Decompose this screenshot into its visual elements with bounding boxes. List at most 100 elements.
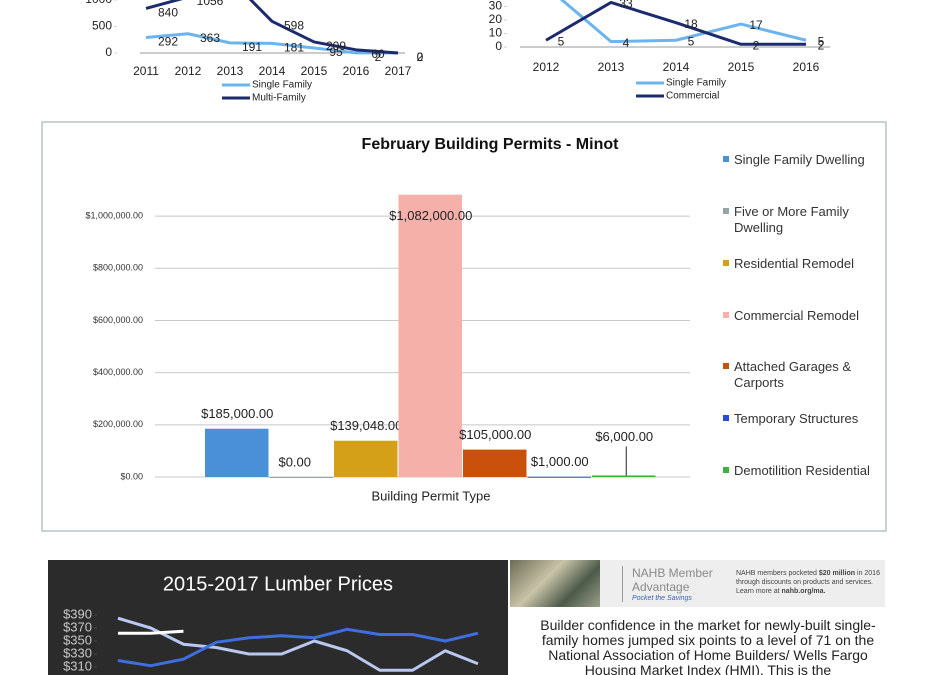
legend-label: Temporary Structures [734,411,859,426]
series-line [545,0,806,46]
x-tick-label: 2013 [217,64,244,78]
data-label: 5 [688,34,695,48]
ad-blurb-bold: nahb.org/ma. [781,588,826,595]
lumber-background [48,560,508,675]
data-label: 2 [375,50,382,64]
legend-swatch [723,415,729,421]
y-tick-label: $0.00 [120,471,143,481]
legend-label: Single Family [252,80,312,91]
x-tick-label: 2015 [301,64,328,78]
y-tick-label: 20 [489,12,503,26]
ad-blurb: NAHB members pocketed $20 million in 201… [736,569,882,596]
ad-photo [510,560,600,607]
y-tick-label: $330 [63,645,92,660]
legend-label: Five or More Family Dwelling [734,204,849,235]
y-tick-label: 0 [495,39,502,53]
x-tick-label: 2016 [793,60,820,74]
data-label: 33 [619,0,633,11]
data-label: 1056 [197,0,224,8]
x-tick-label: 2011 [133,64,159,78]
ad-blurb-bold: $20 million [818,570,856,577]
legend-swatch [723,156,729,162]
y-tick-label: $390 [63,606,92,621]
ad-divider [622,566,623,602]
data-label: 2 [417,50,424,64]
legend-label: Multi-Family [252,93,306,104]
legend-label: Demotilition Residential [734,463,870,478]
y-tick-label: $310 [63,658,92,673]
data-label: $105,000.00 [459,427,531,442]
data-label: 2 [753,38,760,52]
series-line [559,0,807,44]
data-label: 363 [200,31,220,45]
data-label: $0.00 [278,454,311,469]
ad-blurb-text: NAHB members pocketed [736,570,819,577]
data-label: 17 [749,18,763,32]
y-tick-label: $200,000.00 [93,419,143,429]
legend-swatch [723,363,729,369]
series-line [118,629,184,635]
x-tick-label: 2013 [598,60,625,74]
y-tick-label: $400,000.00 [93,367,143,377]
bar [205,428,269,477]
ad-tagline: Pocket the Savings [632,595,692,602]
y-tick-label: 1000 [85,0,112,6]
bar [334,440,398,477]
series-line [145,0,399,55]
data-label: 840 [158,6,178,20]
legend-swatch [723,312,729,318]
x-tick-label: 2016 [343,64,370,78]
legend-swatch [723,208,729,214]
data-label: 209 [326,39,346,53]
series-line [117,627,479,668]
legend-label: Single Family Dwelling [734,152,865,167]
data-label: $1,000.00 [531,454,589,469]
ad-title: NAHB Member Advantage [632,566,713,594]
x-axis-title: Building Permit Type [372,488,491,503]
series-line [145,32,398,55]
legend-label: Single Family [666,78,726,89]
legend-label: Commercial Remodel [734,308,859,323]
series-line [117,616,479,672]
data-label: 5 [818,34,825,48]
legend-swatch [723,467,729,473]
data-label: 2 [818,38,825,52]
y-tick-label: $800,000.00 [93,263,143,273]
ad-blurb-text: in 2016 through discounts on products an… [736,570,880,595]
x-tick-label: 2014 [259,64,286,78]
data-label: 181 [284,41,304,55]
bar [269,477,333,478]
bar [463,449,527,477]
y-tick-label: 500 [92,19,112,33]
bar [398,194,462,478]
x-tick-label: 2017 [385,64,412,78]
data-label: $6,000.00 [595,429,653,444]
y-tick-label: 0 [105,45,112,59]
x-tick-label: 2012 [533,60,560,74]
data-label: 60 [371,47,385,61]
y-tick-label: $1,000,000.00 [85,210,143,220]
x-tick-label: 2014 [663,60,690,74]
data-label: 4 [623,36,630,50]
chart-title: 2015-2017 Lumber Prices [163,573,393,595]
data-label: 191 [242,40,262,54]
data-label: $1,082,000.00 [389,208,472,223]
y-tick-label: $350 [63,632,92,647]
x-tick-label: 2015 [728,60,755,74]
y-tick-label: 30 [489,0,503,13]
y-tick-label: 10 [489,26,503,40]
data-label: 292 [158,35,178,49]
legend-label: Residential Remodel [734,256,854,271]
legend-swatch [723,260,729,266]
legend-label: Attached Garages & Carports [734,359,852,390]
ad-box: NAHB Member Advantage Pocket the Savings… [600,560,885,607]
bar [527,476,591,478]
data-label: 0 [417,50,424,64]
article-text: Builder confidence in the market for new… [540,617,876,675]
data-label: 598 [284,18,304,32]
x-tick-label: 2012 [175,64,202,78]
y-tick-label: $370 [63,619,92,634]
data-label: $139,048.00 [330,418,402,433]
